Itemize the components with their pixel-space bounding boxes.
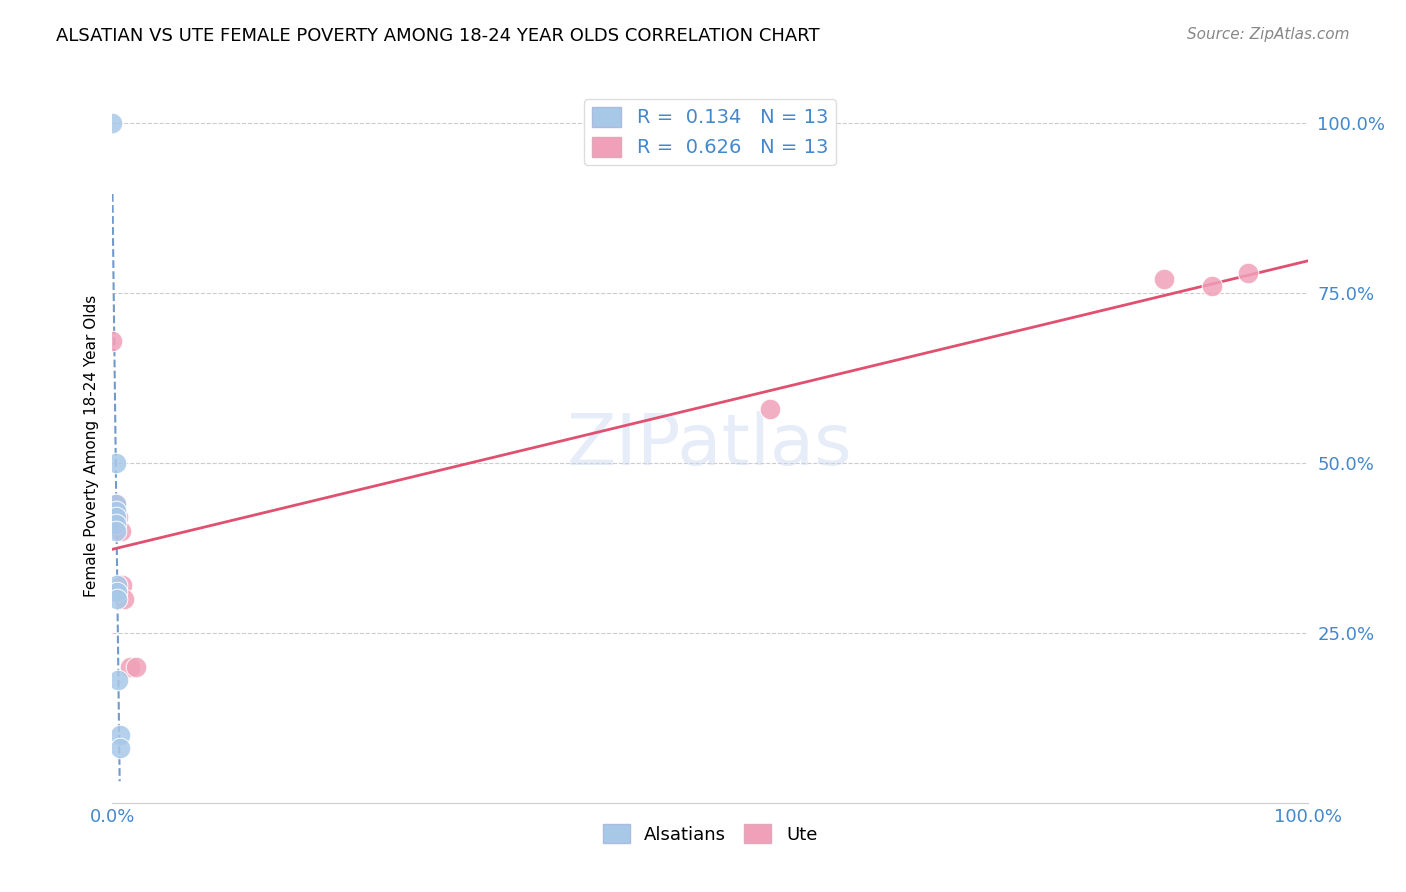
Point xyxy=(1153,272,1175,286)
Point xyxy=(105,503,128,517)
Text: Source: ZipAtlas.com: Source: ZipAtlas.com xyxy=(1187,27,1350,42)
Legend: Alsatians, Ute: Alsatians, Ute xyxy=(596,817,824,851)
Point xyxy=(101,116,124,130)
Y-axis label: Female Poverty Among 18-24 Year Olds: Female Poverty Among 18-24 Year Olds xyxy=(83,295,98,597)
Text: ZIPatlas: ZIPatlas xyxy=(567,411,853,481)
Point xyxy=(105,497,128,511)
Point xyxy=(105,456,128,470)
Point xyxy=(105,591,128,606)
Point xyxy=(105,578,128,592)
Point xyxy=(105,503,128,517)
Point xyxy=(107,510,129,524)
Point xyxy=(105,510,128,524)
Point xyxy=(105,517,128,532)
Point xyxy=(105,497,128,511)
Point xyxy=(110,524,132,538)
Point xyxy=(759,401,782,416)
Point xyxy=(101,334,124,348)
Text: ALSATIAN VS UTE FEMALE POVERTY AMONG 18-24 YEAR OLDS CORRELATION CHART: ALSATIAN VS UTE FEMALE POVERTY AMONG 18-… xyxy=(56,27,820,45)
Point xyxy=(114,591,135,606)
Point xyxy=(105,585,128,599)
Point xyxy=(1201,279,1223,293)
Point xyxy=(125,660,148,674)
Point xyxy=(1237,266,1260,280)
Point xyxy=(111,578,134,592)
Point xyxy=(105,524,128,538)
Point xyxy=(107,673,129,688)
Point xyxy=(120,660,142,674)
Point xyxy=(108,741,131,756)
Point xyxy=(108,728,131,742)
